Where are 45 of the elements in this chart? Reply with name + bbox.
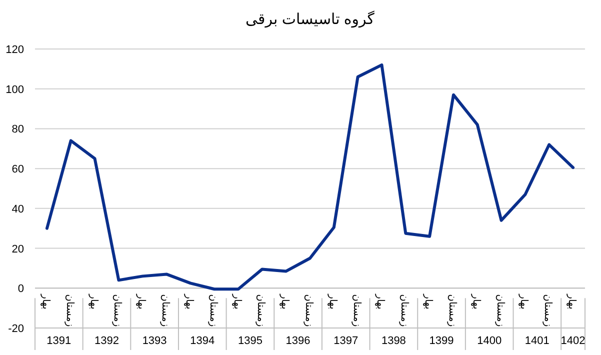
text: 1402 [560,335,586,347]
text: 1399 [429,335,454,347]
x-tick-label: بهار [40,293,51,310]
text: 1400 [477,335,502,347]
text: 1398 [381,335,406,347]
x-tick-label: بهار [518,293,530,310]
line-series [45,63,575,291]
x-tick-label: زمستان [494,294,506,327]
x-tick-label: زمستان [446,294,458,327]
x-tick-label: زمستان [160,294,171,327]
text: 1397 [334,335,358,347]
x-tick-label: بهار [326,293,338,310]
x-tick-label: زمستان [303,294,314,327]
y-tick-label: 100 [6,84,24,96]
x-tick-label: بهار [374,293,386,310]
text: 1401 [524,335,550,347]
x-tick-label: زمستان [255,294,266,327]
x-tick-label: زمستان [64,294,75,327]
y-tick-label: 80 [12,124,24,136]
x-tick-label: زمستان [398,294,410,327]
text: 1396 [286,335,310,347]
text: 1392 [94,335,119,347]
x-tick-label: زمستان [542,294,554,327]
x-tick-label: بهار [136,293,147,310]
x-tick-label: بهار [470,293,482,310]
y-tick-label: 120 [6,44,24,56]
x-tick-label: بهار [422,293,434,310]
x-tick-label: زمستان [112,294,123,327]
x-tick-label: بهار [566,293,578,310]
x-tick-label: بهار [279,293,290,310]
x-tick-label: بهار [183,293,194,310]
y-tick-label: -20 [8,323,24,335]
y-tick-label: 60 [12,164,24,176]
text: 1394 [190,335,215,347]
x-tick-label: بهار [88,293,99,310]
x-tick-label: زمستان [207,294,218,327]
chart-title: گروه تاسیسات برقی [246,10,376,28]
x-tick-label: زمستان [350,294,362,327]
y-tick-label: 0 [18,283,24,296]
y-tick-label: 20 [12,243,24,256]
text: 1393 [142,335,167,347]
y-tick-label: 40 [12,203,24,216]
text: 1391 [46,335,72,347]
x-tick-label: بهار [231,293,242,310]
text: 1395 [238,335,262,347]
